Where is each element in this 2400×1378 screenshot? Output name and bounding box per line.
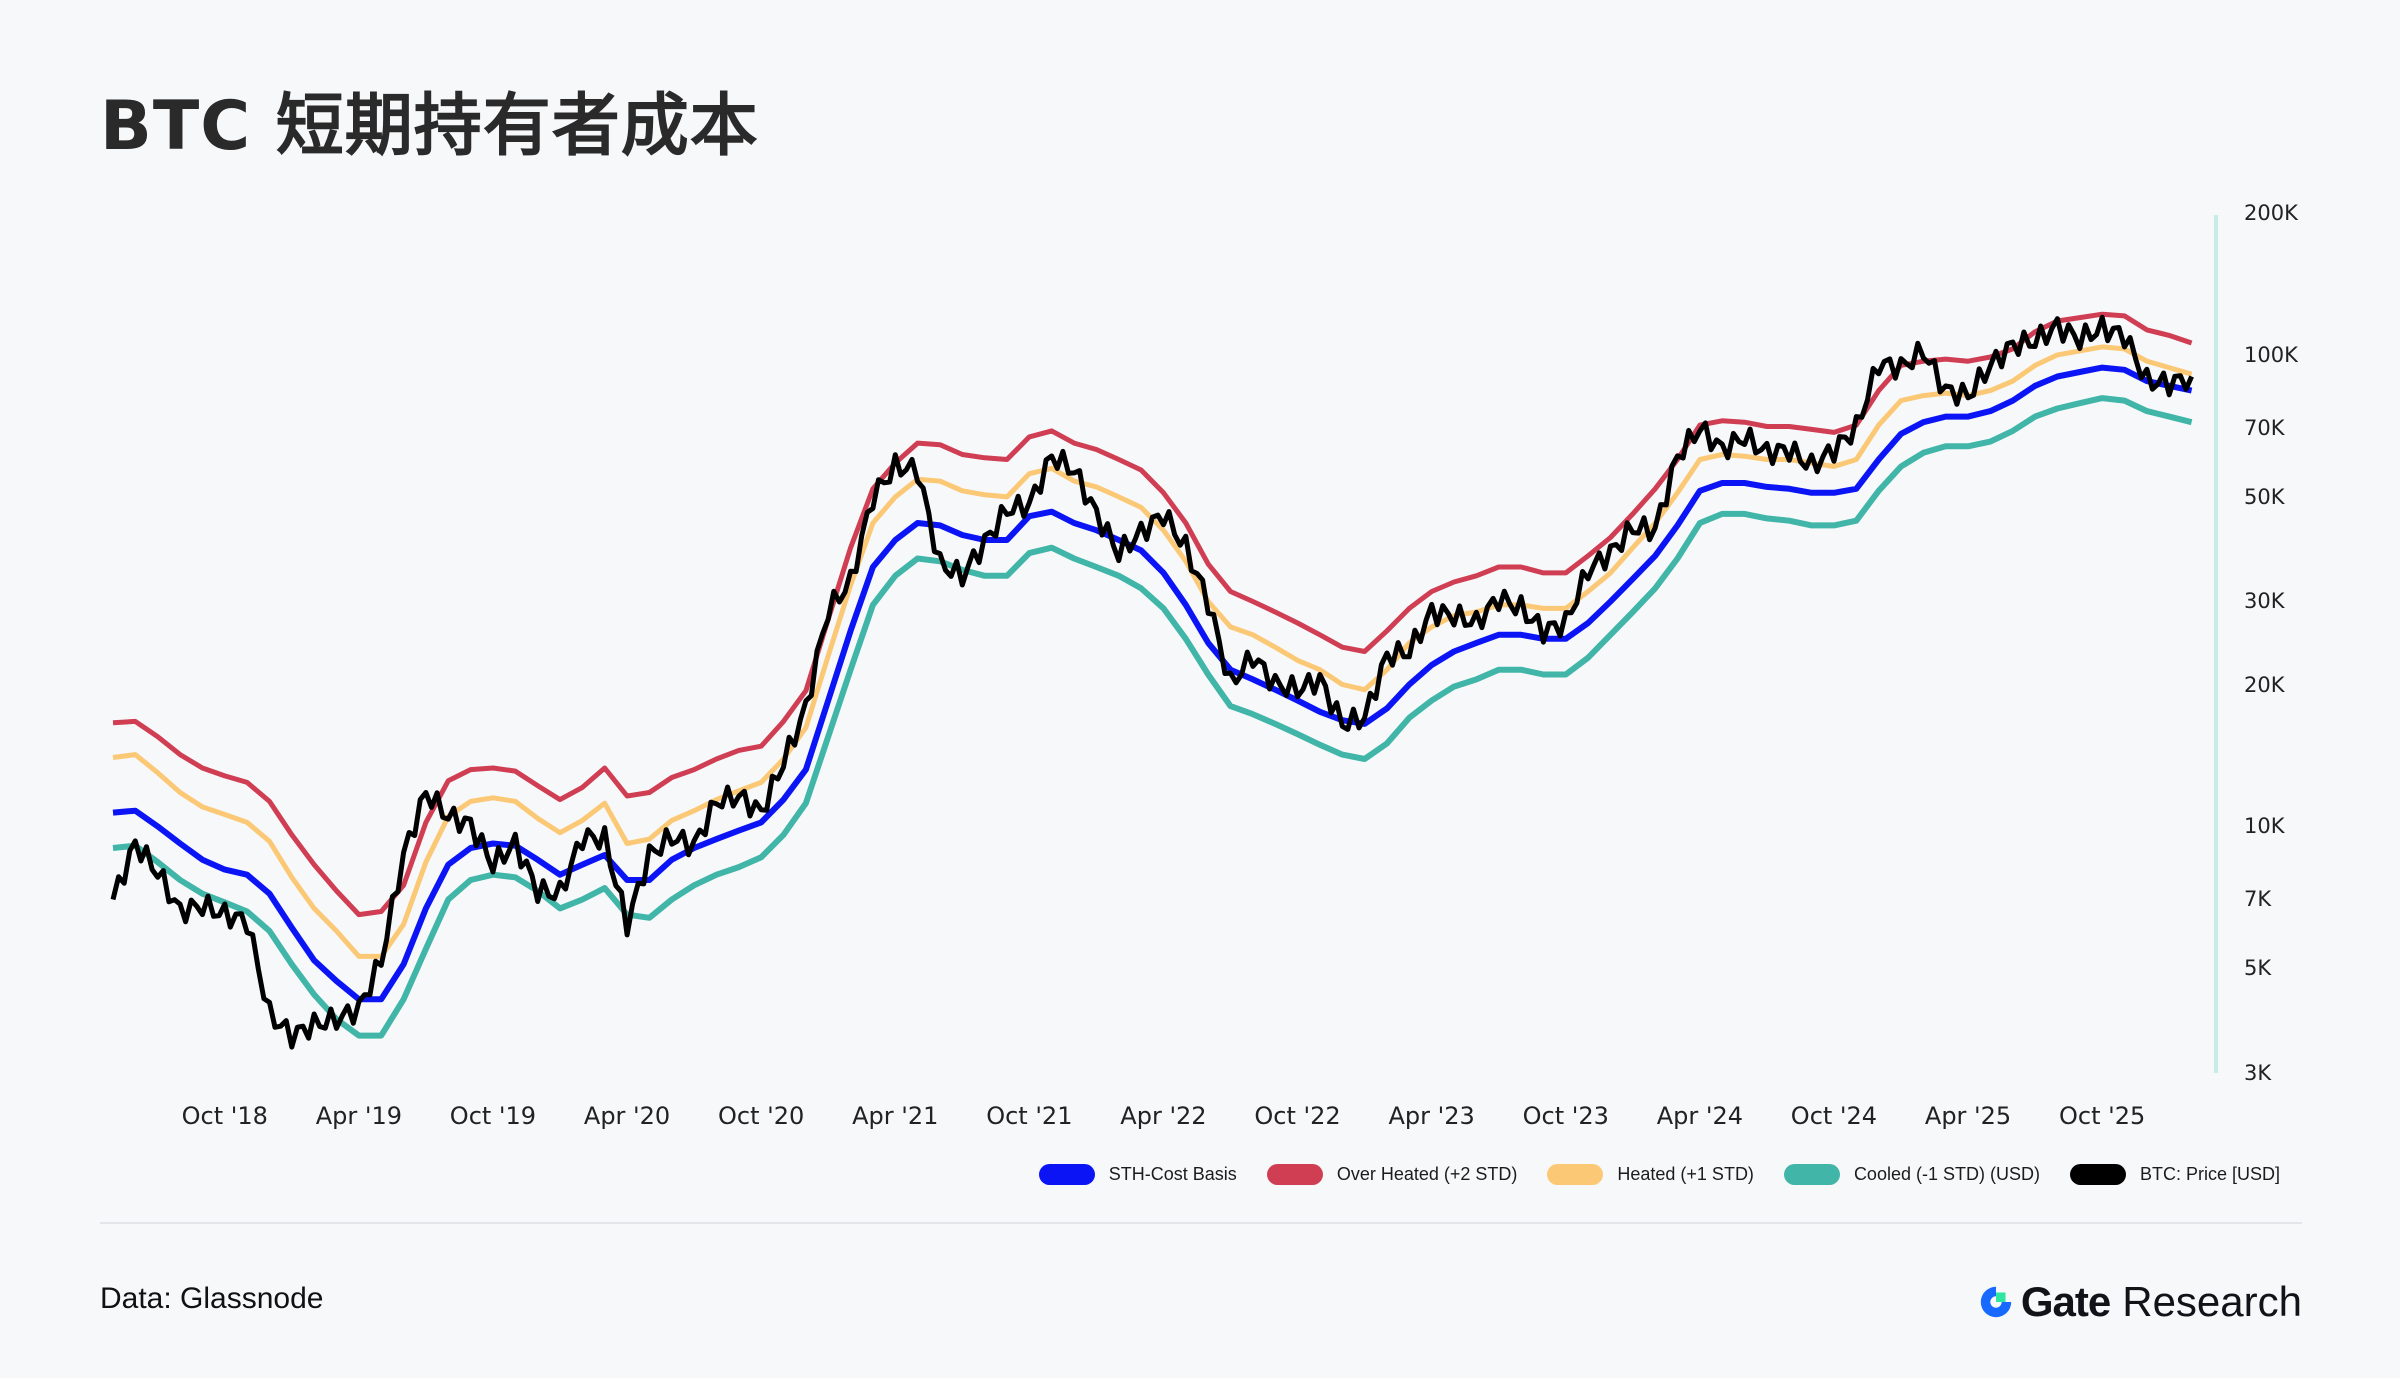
legend-swatch-price-icon: [2069, 1164, 2126, 1185]
legend-item-over-heated[interactable]: Over Heated (+2 STD): [1266, 1164, 1518, 1185]
legend-swatch-heated-icon: [1547, 1164, 1604, 1185]
x-tick-label: Oct '21: [986, 1102, 1073, 1130]
legend-swatch-over-heated-icon: [1266, 1164, 1323, 1185]
cooled-line: [112, 395, 2193, 1039]
x-tick-label: Apr '19: [315, 1102, 402, 1130]
x-tick-label: Apr '22: [1120, 1102, 1207, 1130]
sth-cost-basis-line: [112, 364, 2193, 1003]
legend-label: Over Heated (+2 STD): [1336, 1164, 1518, 1184]
y-tick-label: 7K: [2244, 887, 2272, 912]
btc-price-line: [110, 314, 2194, 1050]
x-tick-label: Oct '22: [1254, 1102, 1341, 1130]
chart-legend: STH-Cost Basis Over Heated (+2 STD) Heat…: [1009, 1164, 2280, 1185]
x-tick-label: Apr '20: [583, 1102, 671, 1130]
data-source-label: Data: Glassnode: [100, 1282, 324, 1315]
page-title: BTC 短期持有者成本: [100, 87, 759, 166]
x-tick-label: Oct '23: [1522, 1102, 1609, 1130]
y-tick-label: 50K: [2244, 484, 2285, 509]
legend-label: BTC: Price [USD]: [2139, 1164, 2280, 1184]
brand-suffix: Research: [2122, 1278, 2302, 1325]
x-tick-label: Oct '18: [181, 1102, 268, 1130]
y-tick-label: 30K: [2244, 589, 2285, 614]
x-tick-label: Oct '19: [449, 1102, 537, 1130]
legend-item-sth-cost-basis[interactable]: STH-Cost Basis: [1038, 1164, 1237, 1185]
legend-label: Cooled (-1 STD) (USD): [1853, 1164, 2040, 1184]
legend-swatch-sth-icon: [1038, 1164, 1095, 1185]
x-tick-label: Apr '24: [1656, 1102, 1743, 1130]
y-tick-label: 10K: [2244, 814, 2285, 839]
x-tick-label: Apr '23: [1388, 1102, 1475, 1130]
y-tick-label: 70K: [2244, 415, 2285, 440]
legend-label: STH-Cost Basis: [1108, 1164, 1237, 1184]
x-tick-label: Oct '25: [2059, 1102, 2146, 1130]
brand-logo: Gate Research: [1977, 1278, 2302, 1326]
heated-line: [112, 344, 2193, 959]
legend-item-btc-price[interactable]: BTC: Price [USD]: [2069, 1164, 2280, 1185]
y-tick-label: 100K: [2244, 342, 2298, 367]
gate-logo-icon: [1980, 1286, 2012, 1318]
brand-name: Gate: [2020, 1278, 2111, 1325]
x-tick-label: Apr '25: [1924, 1102, 2012, 1130]
x-tick-label: Oct '24: [1790, 1102, 1878, 1130]
legend-label: Heated (+1 STD): [1617, 1164, 1754, 1184]
x-tick-label: Apr '21: [852, 1102, 939, 1130]
legend-item-heated[interactable]: Heated (+1 STD): [1547, 1164, 1754, 1185]
x-tick-label: Oct '20: [718, 1102, 805, 1130]
y-tick-label: 5K: [2244, 956, 2272, 981]
footer-divider: [100, 1222, 2302, 1224]
y-tick-label: 200K: [2244, 201, 2298, 225]
legend-item-cooled[interactable]: Cooled (-1 STD) (USD): [1783, 1164, 2040, 1185]
chart-series-group: [110, 311, 2194, 1050]
y-tick-label: 3K: [2244, 1060, 2272, 1085]
y-tick-label: 20K: [2244, 672, 2285, 697]
legend-swatch-cooled-icon: [1783, 1164, 1840, 1185]
over-heated-line: [112, 311, 2193, 918]
